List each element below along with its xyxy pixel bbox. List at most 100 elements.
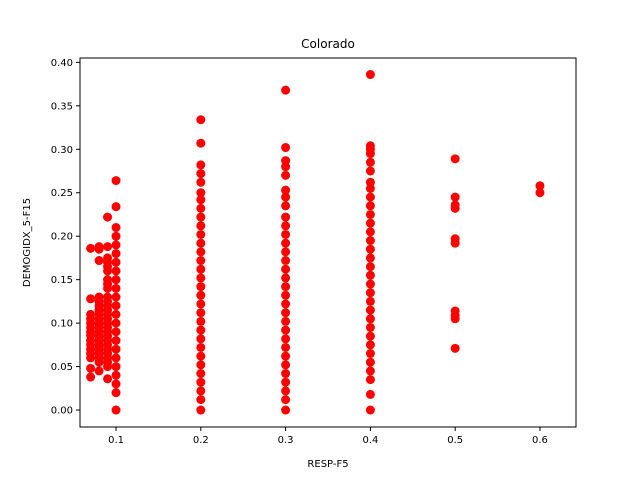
data-point [103,275,113,285]
data-point [103,253,113,263]
chart-title: Colorado [301,37,355,51]
data-point [450,154,460,164]
y-tick-label: 0.00 [51,406,73,417]
data-point [196,308,206,318]
data-point [196,377,206,387]
data-point [535,188,545,198]
y-tick-label: 0.35 [51,101,73,112]
data-point [281,185,291,195]
data-point [281,308,291,318]
data-point [196,299,206,309]
data-point [281,334,291,344]
data-point [365,296,375,306]
data-point [111,379,121,389]
x-axis-ticks: 0.1 0.2 0.3 0.4 0.5 0.6 [108,427,548,446]
data-point [365,262,375,272]
data-point [86,309,96,319]
data-point [281,386,291,396]
data-point [196,247,206,257]
data-point [365,157,375,167]
data-point [196,229,206,239]
plot-frame [79,57,577,428]
data-point [365,192,375,202]
data-point [365,331,375,341]
data-point [111,336,121,346]
data-point [365,177,375,187]
data-point [281,395,291,405]
data-point [86,294,96,304]
data-point [196,138,206,148]
data-point [365,227,375,237]
data-point [196,334,206,344]
data-point [196,221,206,231]
data-point [281,316,291,326]
data-point [365,405,375,415]
data-point [281,369,291,379]
x-axis-label: RESP-F5 [307,459,348,470]
data-point [111,266,121,276]
y-axis-ticks: 0.00 0.05 0.10 0.15 0.20 0.25 0.30 0.35 0.40 [51,58,80,417]
data-point [103,212,113,222]
data-point [365,141,375,151]
data-point [281,290,291,300]
y-tick-label: 0.25 [51,188,73,199]
y-tick-label: 0.05 [51,362,73,373]
y-tick-label: 0.10 [51,319,73,330]
data-point [281,247,291,257]
data-point [196,264,206,274]
data-point [86,243,96,253]
x-tick-label: 0.3 [278,435,294,446]
data-point [94,242,104,252]
data-point [281,212,291,222]
data-point [281,256,291,266]
data-point [281,221,291,231]
data-point [281,299,291,309]
x-tick-label: 0.2 [193,435,209,446]
data-point [111,223,121,233]
data-point [450,234,460,244]
data-point [196,273,206,283]
data-point [196,405,206,415]
data-point [111,318,121,328]
data-point [111,327,121,337]
data-point [196,169,206,179]
data-point [196,203,206,213]
data-point [365,357,375,367]
data-point [281,325,291,335]
data-point [111,292,121,302]
data-point [111,202,121,212]
data-point [365,375,375,385]
y-tick-label: 0.30 [51,145,73,156]
data-point [281,156,291,166]
data-point [365,349,375,359]
y-tick-label: 0.40 [51,58,73,69]
data-point [196,351,206,361]
data-point [111,257,121,267]
data-point [281,264,291,274]
data-point [196,195,206,205]
data-point [281,405,291,415]
data-point [365,322,375,332]
data-point [111,240,121,250]
data-point [450,200,460,210]
data-point [281,201,291,211]
data-point [196,369,206,379]
data-point [103,242,113,252]
data-point [94,256,104,266]
data-point [196,342,206,352]
data-point [281,282,291,292]
data-point [365,366,375,376]
data-point [196,188,206,198]
x-tick-label: 0.4 [362,435,378,446]
x-tick-label: 0.1 [108,435,124,446]
data-point [196,395,206,405]
data-point [365,236,375,246]
data-point [281,143,291,153]
data-point [365,218,375,228]
data-point [535,181,545,191]
data-point [196,386,206,396]
data-point [111,301,121,311]
data-point [196,256,206,266]
data-point [281,273,291,283]
